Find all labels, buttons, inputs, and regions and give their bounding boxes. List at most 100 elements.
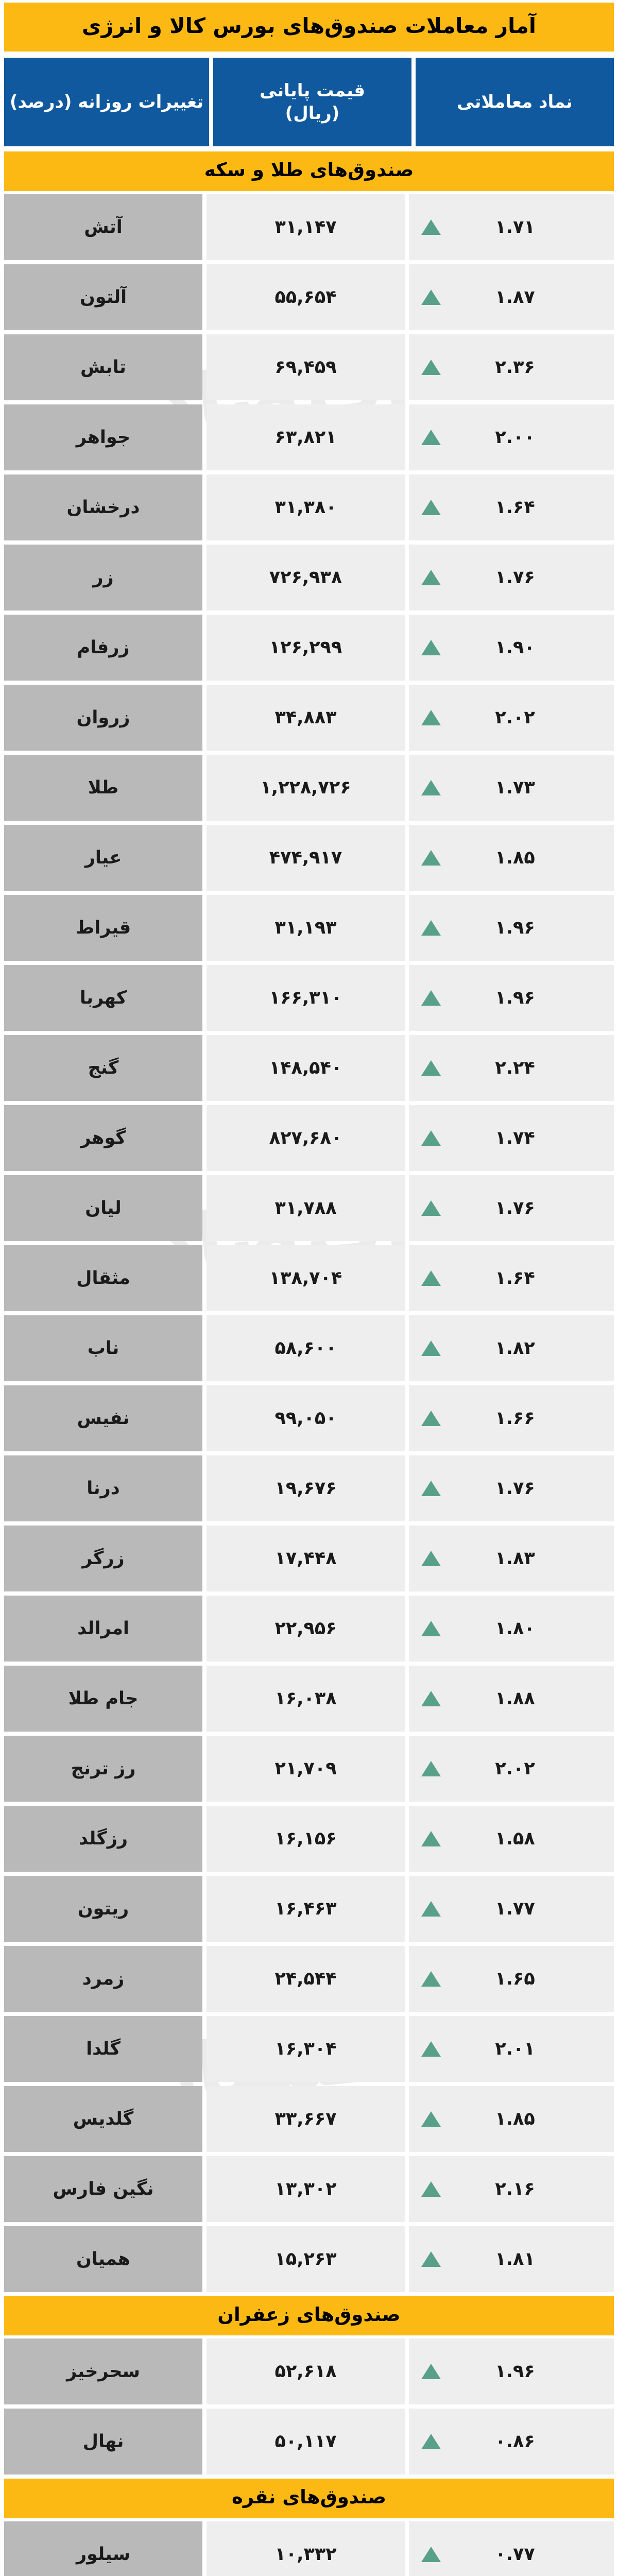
table-row[interactable]: ۱.۷۶ ۳۱,۷۸۸ لیان bbox=[4, 1175, 614, 1241]
change-inner: ۱.۶۵ bbox=[413, 1969, 610, 1989]
section-banner: صندوق‌های نقره bbox=[4, 2479, 614, 2518]
table-row[interactable]: ۱.۶۴ ۱۳۸,۷۰۴ مثقال bbox=[4, 1245, 614, 1311]
triangle-up-icon bbox=[421, 1340, 441, 1356]
change-inner: ۲.۱۶ bbox=[413, 2179, 610, 2199]
cell-change: ۲.۰۰ bbox=[409, 404, 614, 470]
change-value: ۲.۳۶ bbox=[495, 357, 535, 378]
table-row[interactable]: ۱.۵۸ ۱۶,۱۵۶ رزگلد bbox=[4, 1805, 614, 1872]
table-row[interactable]: ۰.۷۷ ۱۰,۳۳۲ سیلور bbox=[4, 2521, 614, 2576]
table-row[interactable]: ۱.۷۱ ۳۱,۱۴۷ آتش bbox=[4, 194, 614, 260]
cell-price: ۱۷,۴۴۸ bbox=[207, 1525, 405, 1591]
change-value: ۰.۷۷ bbox=[495, 2544, 535, 2565]
cell-price: ۱۰,۳۳۲ bbox=[207, 2521, 405, 2576]
cell-symbol: عیار bbox=[4, 824, 202, 891]
triangle-up-icon bbox=[421, 2434, 441, 2450]
cell-symbol: نفیس bbox=[4, 1385, 202, 1451]
change-value: ۱.۶۶ bbox=[495, 1408, 535, 1429]
cell-symbol: زروان bbox=[4, 684, 202, 751]
change-inner: ۱.۷۳ bbox=[413, 777, 610, 798]
table-row[interactable]: ۱.۹۶ ۵۲,۶۱۸ سحرخیز bbox=[4, 2338, 614, 2405]
table-row[interactable]: ۲.۳۶ ۶۹,۴۵۹ تابش bbox=[4, 334, 614, 400]
change-inner: ۱.۸۰ bbox=[413, 1618, 610, 1639]
change-inner: ۱.۸۲ bbox=[413, 1338, 610, 1359]
cell-price: ۱۶,۳۰۴ bbox=[207, 2015, 405, 2082]
table-row[interactable]: ۱.۹۶ ۳۱,۱۹۳ قیراط bbox=[4, 894, 614, 961]
cell-change: ۱.۹۶ bbox=[409, 964, 614, 1031]
table-row[interactable]: ۱.۷۴ ۸۲۷,۶۸۰ گوهر bbox=[4, 1105, 614, 1171]
section-banner: صندوق‌های طلا و سکه bbox=[4, 151, 614, 191]
cell-change: ۱.۷۴ bbox=[409, 1105, 614, 1171]
table-row[interactable]: ۱.۸۳ ۱۷,۴۴۸ زرگر bbox=[4, 1525, 614, 1591]
change-value: ۲.۰۲ bbox=[495, 707, 535, 728]
change-inner: ۱.۸۵ bbox=[413, 2109, 610, 2129]
cell-price: ۱۶,۰۳۸ bbox=[207, 1665, 405, 1732]
table-row[interactable]: ۲.۰۲ ۳۴,۸۸۳ زروان bbox=[4, 684, 614, 751]
table-row[interactable]: ۱.۷۶ ۷۲۶,۹۳۸ زر bbox=[4, 544, 614, 611]
page-title-bar: آمار معاملات صندوق‌های بورس کالا و انرژی bbox=[4, 3, 614, 52]
cell-symbol: قیراط bbox=[4, 894, 202, 961]
triangle-up-icon bbox=[421, 1060, 441, 1076]
triangle-up-icon bbox=[421, 850, 441, 866]
cell-change: ۱.۸۷ bbox=[409, 264, 614, 330]
triangle-up-icon bbox=[421, 1480, 441, 1496]
table-row[interactable]: ۰.۸۶ ۵۰,۱۱۷ نهال bbox=[4, 2409, 614, 2475]
table-row[interactable]: ۱.۹۰ ۱۲۶,۲۹۹ زرفام bbox=[4, 614, 614, 681]
cell-price: ۱۲۶,۲۹۹ bbox=[207, 614, 405, 681]
cell-symbol: نهال bbox=[4, 2409, 202, 2475]
table-row[interactable]: ۱.۶۴ ۳۱,۳۸۰ درخشان bbox=[4, 474, 614, 540]
cell-price: ۳۱,۷۸۸ bbox=[207, 1175, 405, 1241]
column-header-price-line2: (ریال) bbox=[285, 103, 340, 124]
change-inner: ۲.۰۰ bbox=[413, 427, 610, 448]
change-value: ۱.۷۶ bbox=[495, 1478, 535, 1499]
change-inner: ۱.۸۵ bbox=[413, 848, 610, 868]
triangle-up-icon bbox=[421, 920, 441, 936]
cell-price: ۶۳,۸۲۱ bbox=[207, 404, 405, 470]
cell-change: ۰.۷۷ bbox=[409, 2521, 614, 2576]
change-inner: ۰.۷۷ bbox=[413, 2544, 610, 2565]
triangle-up-icon bbox=[421, 359, 441, 375]
triangle-up-icon bbox=[421, 2181, 441, 2197]
table-row[interactable]: ۱.۷۷ ۱۶,۴۶۳ ریتون bbox=[4, 1875, 614, 1942]
cell-change: ۱.۸۸ bbox=[409, 1665, 614, 1732]
change-value: ۱.۸۵ bbox=[495, 2108, 535, 2129]
table-row[interactable]: ۱.۸۲ ۵۸,۶۰۰ ناب bbox=[4, 1315, 614, 1381]
cell-symbol: درنا bbox=[4, 1455, 202, 1521]
triangle-up-icon bbox=[421, 289, 441, 305]
cell-symbol: گلدا bbox=[4, 2015, 202, 2082]
table-row[interactable]: ۱.۸۱ ۱۵,۲۶۳ همیان bbox=[4, 2226, 614, 2292]
change-inner: ۲.۰۲ bbox=[413, 707, 610, 728]
cell-price: ۲۴,۵۴۴ bbox=[207, 1945, 405, 2012]
cell-symbol: طلا bbox=[4, 754, 202, 821]
table-row[interactable]: ۱.۸۷ ۵۵,۶۵۴ آلتون bbox=[4, 264, 614, 330]
cell-symbol: امرالد bbox=[4, 1595, 202, 1662]
table-row[interactable]: ۱.۶۶ ۹۹,۰۵۰ نفیس bbox=[4, 1385, 614, 1451]
change-inner: ۰.۸۶ bbox=[413, 2431, 610, 2452]
cell-symbol: ریتون bbox=[4, 1875, 202, 1942]
table-row[interactable]: ۲.۰۲ ۲۱,۷۰۹ رز ترنج bbox=[4, 1735, 614, 1802]
cell-change: ۱.۸۲ bbox=[409, 1315, 614, 1381]
change-value: ۲.۱۶ bbox=[495, 2178, 535, 2199]
change-inner: ۱.۸۷ bbox=[413, 287, 610, 308]
triangle-up-icon bbox=[421, 2251, 441, 2267]
change-value: ۱.۸۳ bbox=[495, 1548, 535, 1569]
table-row[interactable]: ۱.۸۸ ۱۶,۰۳۸ جام طلا bbox=[4, 1665, 614, 1732]
cell-change: ۱.۹۶ bbox=[409, 2338, 614, 2405]
table-row[interactable]: ۲.۱۶ ۱۳,۳۰۲ نگین فارس bbox=[4, 2156, 614, 2222]
table-row[interactable]: ۱.۷۶ ۱۹,۶۷۶ درنا bbox=[4, 1455, 614, 1521]
cell-price: ۵۲,۶۱۸ bbox=[207, 2338, 405, 2405]
table-row[interactable]: ۲.۰۱ ۱۶,۳۰۴ گلدا bbox=[4, 2015, 614, 2082]
triangle-up-icon bbox=[421, 1971, 441, 1987]
triangle-up-icon bbox=[421, 1410, 441, 1426]
change-inner: ۱.۷۶ bbox=[413, 1478, 610, 1499]
table-row[interactable]: ۲.۲۴ ۱۴۸,۵۴۰ گنج bbox=[4, 1035, 614, 1101]
triangle-up-icon bbox=[421, 2041, 441, 2057]
table-row[interactable]: ۱.۸۵ ۳۳,۶۶۷ گلدیس bbox=[4, 2086, 614, 2152]
triangle-up-icon bbox=[421, 429, 441, 445]
table-row[interactable]: ۱.۸۵ ۴۷۴,۹۱۷ عیار bbox=[4, 824, 614, 891]
table-row[interactable]: ۲.۰۰ ۶۳,۸۲۱ جواهر bbox=[4, 404, 614, 470]
table-row[interactable]: ۱.۷۳ ۱,۲۲۸,۷۲۶ طلا bbox=[4, 754, 614, 821]
table-row[interactable]: ۱.۹۶ ۱۶۶,۳۱۰ کهربا bbox=[4, 964, 614, 1031]
table-row[interactable]: ۱.۶۵ ۲۴,۵۴۴ زمرد bbox=[4, 1945, 614, 2012]
cell-price: ۱۶,۱۵۶ bbox=[207, 1805, 405, 1872]
table-row[interactable]: ۱.۸۰ ۲۲,۹۵۶ امرالد bbox=[4, 1595, 614, 1662]
